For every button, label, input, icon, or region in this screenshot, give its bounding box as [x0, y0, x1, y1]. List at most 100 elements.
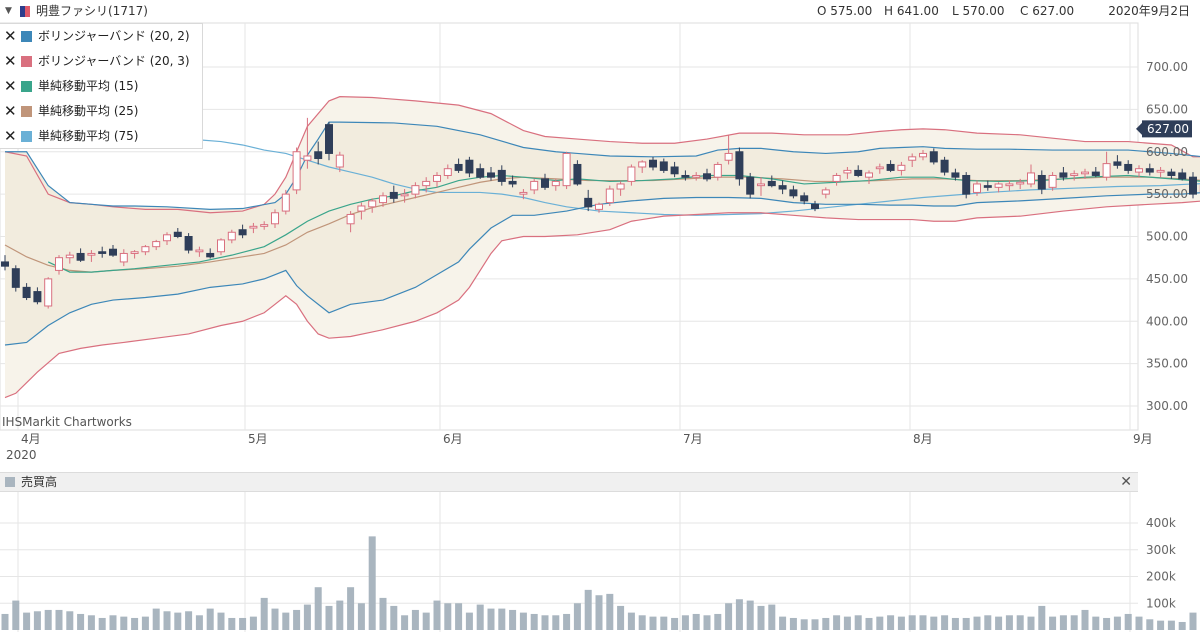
remove-indicator-icon[interactable]: ✕ [4, 127, 17, 145]
remove-indicator-icon[interactable]: ✕ [4, 52, 17, 70]
candle-body [508, 180, 517, 185]
legend-label: 単純移動平均 (75) [38, 129, 139, 143]
candle [238, 224, 247, 239]
candle-body [433, 174, 441, 182]
volume-tick-label: 400k [1146, 516, 1176, 530]
volume-bar [1113, 616, 1121, 630]
legend-swatch [21, 106, 32, 117]
candle-body [1091, 171, 1100, 176]
candle [519, 189, 528, 200]
volume-bar [768, 604, 776, 630]
candle [886, 160, 895, 173]
volume-bar [681, 615, 689, 630]
remove-indicator-icon[interactable]: ✕ [4, 102, 17, 120]
candle [595, 202, 603, 213]
open-value: O 575.00 [817, 4, 873, 18]
volume-bar [779, 616, 787, 630]
remove-indicator-icon[interactable]: ✕ [4, 27, 17, 45]
chevron-down-icon[interactable]: ▼ [5, 6, 12, 16]
indicator-lines [4, 96, 1200, 399]
price-tick-label: 450.00 [1146, 272, 1188, 286]
legend-label: 単純移動平均 (25) [38, 104, 139, 118]
volume-bar [23, 612, 31, 630]
price-tick-label: 550.00 [1146, 187, 1188, 201]
candle-body [649, 159, 657, 168]
candle-body [562, 152, 571, 187]
candle [919, 150, 927, 161]
volume-bar [833, 615, 841, 630]
candle-body [605, 188, 614, 204]
volume-bar [509, 609, 517, 630]
volume-bar [174, 612, 182, 630]
volume-bar [1135, 616, 1143, 630]
volume-bar [455, 603, 463, 630]
volume-bar [336, 600, 344, 630]
candle-body [692, 174, 701, 178]
candle [962, 172, 971, 199]
candle-body [379, 195, 387, 204]
candle [649, 156, 657, 171]
candle-body [368, 200, 377, 208]
candle-body [681, 174, 690, 178]
volume-bar [552, 615, 560, 630]
volume-bar [1027, 616, 1035, 630]
candle [119, 249, 128, 267]
candle [627, 164, 636, 186]
volume-bar [1049, 616, 1057, 630]
candle [292, 147, 301, 195]
candle [875, 163, 884, 174]
candle [55, 255, 63, 275]
candle [400, 189, 409, 203]
remove-indicator-icon[interactable]: ✕ [4, 77, 17, 95]
bollinger-3-lower-line [4, 200, 1200, 399]
legend-label: ボリンジャーバンド (20, 3) [38, 54, 190, 68]
volume-bar [627, 612, 635, 630]
symbol-title: 明豊ファシリ(1717) [36, 4, 148, 18]
candle-body [800, 195, 809, 202]
candle-body [271, 212, 279, 225]
volume-bar [703, 615, 711, 630]
candle-body [22, 286, 31, 299]
candle [1113, 155, 1122, 169]
legend-swatch [21, 31, 32, 42]
candle-body [724, 152, 733, 161]
candle-body [940, 159, 949, 173]
candle [465, 156, 474, 178]
candle [1167, 168, 1176, 179]
candle [1037, 170, 1046, 195]
volume-bar [152, 608, 160, 630]
last-price-badge-bg [1142, 120, 1192, 138]
candle-body [98, 251, 107, 254]
legend-item-sma-15: ✕ 単純移動平均 (15) [0, 74, 203, 99]
candle [497, 165, 506, 186]
candle [1, 255, 9, 271]
candle-body [843, 169, 852, 174]
candle-body [584, 197, 593, 208]
candle-body [55, 257, 63, 271]
close-icon[interactable]: ✕ [1120, 474, 1132, 490]
candle [562, 151, 571, 190]
indicator-legend: ✕ ボリンジャーバンド (20, 2) ✕ ボリンジャーバンド (20, 3) … [0, 23, 203, 149]
candle-body [767, 180, 776, 187]
volume-bar [1189, 612, 1197, 630]
volume-bar [962, 617, 970, 630]
volume-bar [876, 616, 884, 630]
candle-body [757, 183, 765, 187]
candle-body [130, 251, 139, 254]
time-axis: 4月 5月 6月 7月 8月 9月 2020 [6, 432, 1153, 462]
candle [897, 161, 906, 176]
candle [638, 160, 647, 173]
candle-body [875, 166, 884, 170]
volume-tick-label: 300k [1146, 543, 1176, 557]
price-tick-label: 300.00 [1146, 399, 1188, 413]
volume-bar [1059, 615, 1067, 630]
volume-bar [206, 608, 214, 630]
candle [1081, 168, 1089, 179]
volume-bar [44, 609, 52, 630]
candle-body [703, 173, 711, 180]
candle-body [173, 231, 182, 237]
candle-body [443, 168, 452, 176]
candle-body [325, 124, 333, 154]
candle [1070, 170, 1079, 181]
candle-body [973, 183, 981, 193]
